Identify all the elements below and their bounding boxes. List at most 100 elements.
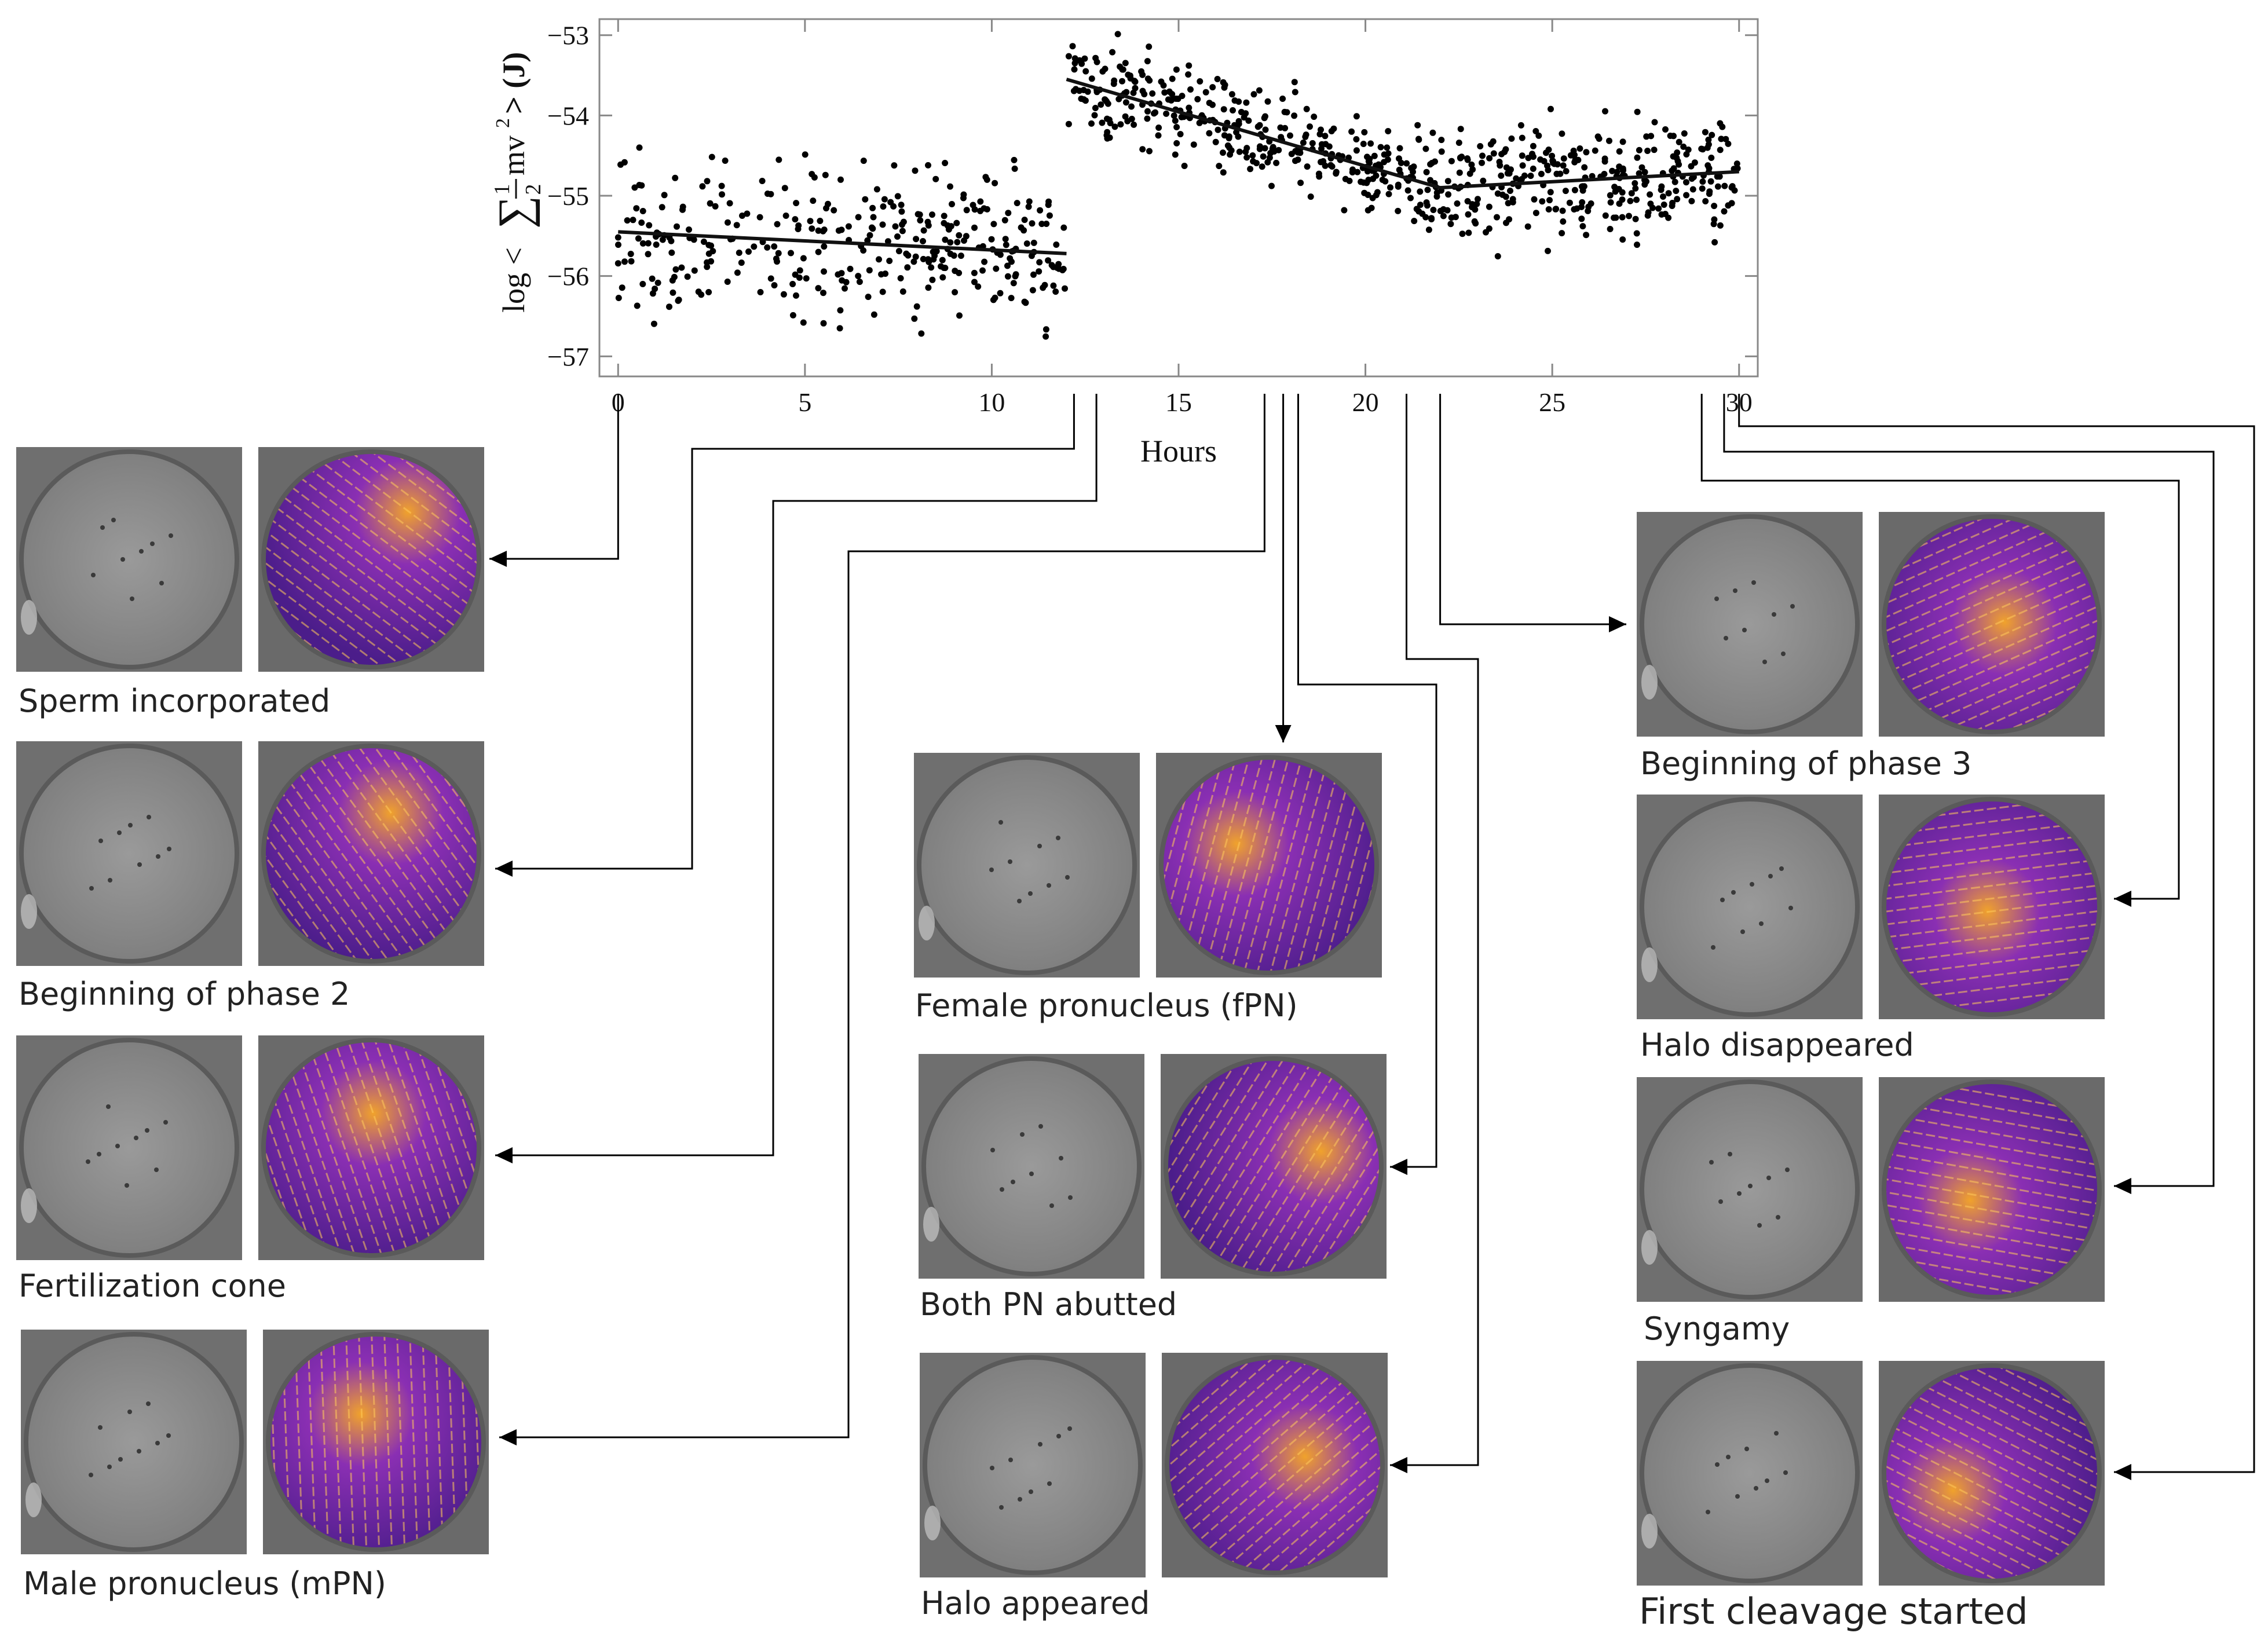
granule [1776,1215,1780,1220]
data-point [1161,89,1168,96]
data-point [1548,105,1554,112]
callout-connectors [489,394,2255,1480]
data-point [1633,196,1640,203]
data-point [925,162,931,169]
data-point [1538,170,1545,177]
data-point [1648,133,1655,140]
granule [1772,612,1776,617]
flow-vectors [266,454,477,665]
granule [1049,1203,1054,1208]
data-point [916,211,923,218]
data-point [1641,169,1648,175]
data-point [894,193,901,200]
data-point [775,156,782,163]
data-point [823,205,829,212]
data-point [1396,145,1403,152]
data-point [821,243,828,250]
granule [999,1505,1004,1510]
granule [86,1159,90,1164]
data-point [1708,155,1715,161]
image-pair-male-pronucleus [21,1330,496,1555]
data-point [1634,154,1641,161]
data-point [630,217,636,224]
data-point [1377,144,1384,151]
data-point [1036,259,1043,266]
granule [130,596,134,601]
data-point [1560,155,1567,162]
data-point [1348,128,1355,135]
data-point [1173,66,1180,73]
data-point [1702,129,1709,136]
data-point [795,226,802,232]
data-point [1269,145,1276,152]
brightfield-cell [24,1332,244,1552]
data-point [1427,177,1433,184]
data-point [1702,198,1709,204]
granule [1757,1223,1762,1228]
data-point [1494,253,1501,259]
data-point [1428,215,1435,222]
data-point [1092,105,1099,111]
granule [1011,1180,1015,1184]
data-point [1360,141,1367,147]
data-point [1025,203,1032,210]
data-point [734,269,741,276]
data-point [1413,206,1420,213]
data-point [956,312,963,319]
data-point [1494,214,1500,221]
data-point [639,281,646,287]
data-point [881,196,888,203]
cell-images [1637,795,2105,1019]
data-point [736,250,742,256]
data-point [990,221,997,228]
data-point [1264,98,1271,105]
y-tick-label: −55 [547,181,589,211]
data-point [1662,211,1669,217]
data-point [708,242,715,249]
data-point [796,267,803,274]
data-point [1494,190,1501,197]
data-point [894,233,901,240]
data-point [1475,196,1481,203]
data-point [1535,132,1542,139]
data-point [1725,140,1732,147]
data-point [1459,230,1466,237]
data-point [892,223,899,230]
data-point [1438,137,1445,144]
fit-line [1066,78,1441,190]
data-point [1005,210,1012,217]
data-point [942,236,949,243]
granule [1733,588,1737,593]
data-point [1119,66,1126,73]
data-point [1607,192,1614,199]
data-point [1177,131,1184,138]
fit-line [1440,170,1739,190]
data-point [1651,119,1658,126]
x-tick-label: 5 [798,387,811,417]
callout-line [495,394,1075,870]
data-point [1172,118,1179,124]
y-tick-label: −56 [547,262,589,291]
granule [1056,1434,1061,1438]
granule [106,1104,111,1109]
data-point [884,238,891,245]
data-point [1734,165,1741,172]
data-point [1645,209,1652,216]
data-point [1683,179,1689,186]
data-point [621,258,628,265]
data-point [1574,205,1581,212]
plot-frame [598,18,1759,378]
data-point [1532,128,1539,134]
cell-images [16,1035,484,1260]
data-point [1220,106,1227,113]
data-point [1250,91,1257,98]
granule [120,557,125,562]
granule [154,1167,159,1172]
granule [1759,921,1764,926]
data-point [1206,130,1213,137]
data-point [913,303,920,310]
data-point [1307,193,1314,200]
image-pair-sperm-incorporated [16,447,491,673]
data-point [1445,191,1452,198]
granule [1728,1152,1732,1156]
